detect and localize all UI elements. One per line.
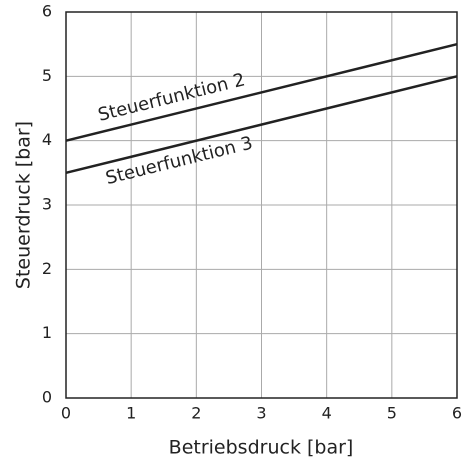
plot-frame [65, 11, 458, 399]
y-tick-label: 0 [42, 388, 52, 407]
x-tick-label: 4 [322, 404, 332, 423]
y-tick-label: 5 [42, 66, 52, 85]
y-tick-label: 1 [42, 323, 52, 342]
series-line [65, 42, 458, 142]
x-tick-label: 6 [452, 404, 462, 423]
x-tick-label: 0 [61, 404, 71, 423]
x-tick-label: 1 [126, 404, 136, 423]
y-tick-label: 2 [42, 259, 52, 278]
y-tick-label: 3 [42, 195, 52, 214]
x-tick-label: 3 [256, 404, 266, 423]
x-tick-label: 2 [191, 404, 201, 423]
series-line [65, 75, 458, 175]
series-label: Steuerfunktion 2 [96, 69, 247, 125]
x-tick-label: 5 [387, 404, 397, 423]
x-axis-label: Betriebsdruck [bar] [169, 437, 354, 459]
y-axis-label: Steuerdruck [bar] [13, 121, 35, 289]
y-tick-label: 4 [42, 130, 52, 149]
y-tick-label: 6 [42, 2, 52, 21]
